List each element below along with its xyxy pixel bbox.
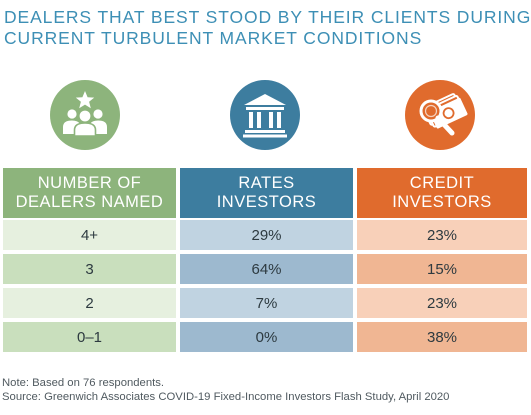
rates-investors-cell: 7% <box>180 288 353 318</box>
note-text: Note: Based on 76 respondents. <box>2 377 165 389</box>
header-rates-line-1: RATES <box>238 174 295 192</box>
credit-investors-cell: 23% <box>357 220 527 250</box>
header-dealers-line-2: DEALERS NAMED <box>15 193 164 211</box>
table-row: 4+ 29% 23% <box>0 220 531 250</box>
credit-investors-cell: 15% <box>357 254 527 284</box>
source-text: Source: Greenwich Associates COVID-19 Fi… <box>2 391 450 403</box>
dealers-named-cell: 2 <box>3 288 176 318</box>
header-credit-line-2: INVESTORS <box>392 193 492 211</box>
page-title: DEALERS THAT BEST STOOD BY THEIR CLIENTS… <box>4 7 531 49</box>
rates-investors-cell: 64% <box>180 254 353 284</box>
table-row: 2 7% 23% <box>0 288 531 318</box>
dealers-named-cell: 4+ <box>3 220 176 250</box>
header-credit-investors: CREDIT INVESTORS <box>357 168 527 218</box>
header-dealers-line-1: NUMBER OF <box>37 174 142 192</box>
credit-investors-cell: 23% <box>357 288 527 318</box>
header-rates-line-2: INVESTORS <box>216 193 317 211</box>
header-rates-investors: RATES INVESTORS <box>180 168 353 218</box>
people-with-star-icon <box>50 80 120 150</box>
table-row: 3 64% 15% <box>0 254 531 284</box>
dealers-named-cell: 0–1 <box>3 322 176 352</box>
header-credit-line-1: CREDIT <box>409 174 475 192</box>
rates-investors-cell: 29% <box>180 220 353 250</box>
table-row: 0–1 0% 38% <box>0 322 531 352</box>
footnotes: Note: Based on 76 respondents. Source: G… <box>2 376 530 404</box>
title-line-1: DEALERS THAT BEST STOOD BY THEIR CLIENTS… <box>4 7 531 27</box>
credit-investors-cell: 38% <box>357 322 527 352</box>
bank-building-icon <box>230 80 300 150</box>
header-dealers-named: NUMBER OF DEALERS NAMED <box>3 168 176 218</box>
money-with-magnifier-icon <box>405 80 475 150</box>
title-line-2: CURRENT TURBULENT MARKET CONDITIONS <box>4 28 423 48</box>
rates-investors-cell: 0% <box>180 322 353 352</box>
dealers-named-cell: 3 <box>3 254 176 284</box>
